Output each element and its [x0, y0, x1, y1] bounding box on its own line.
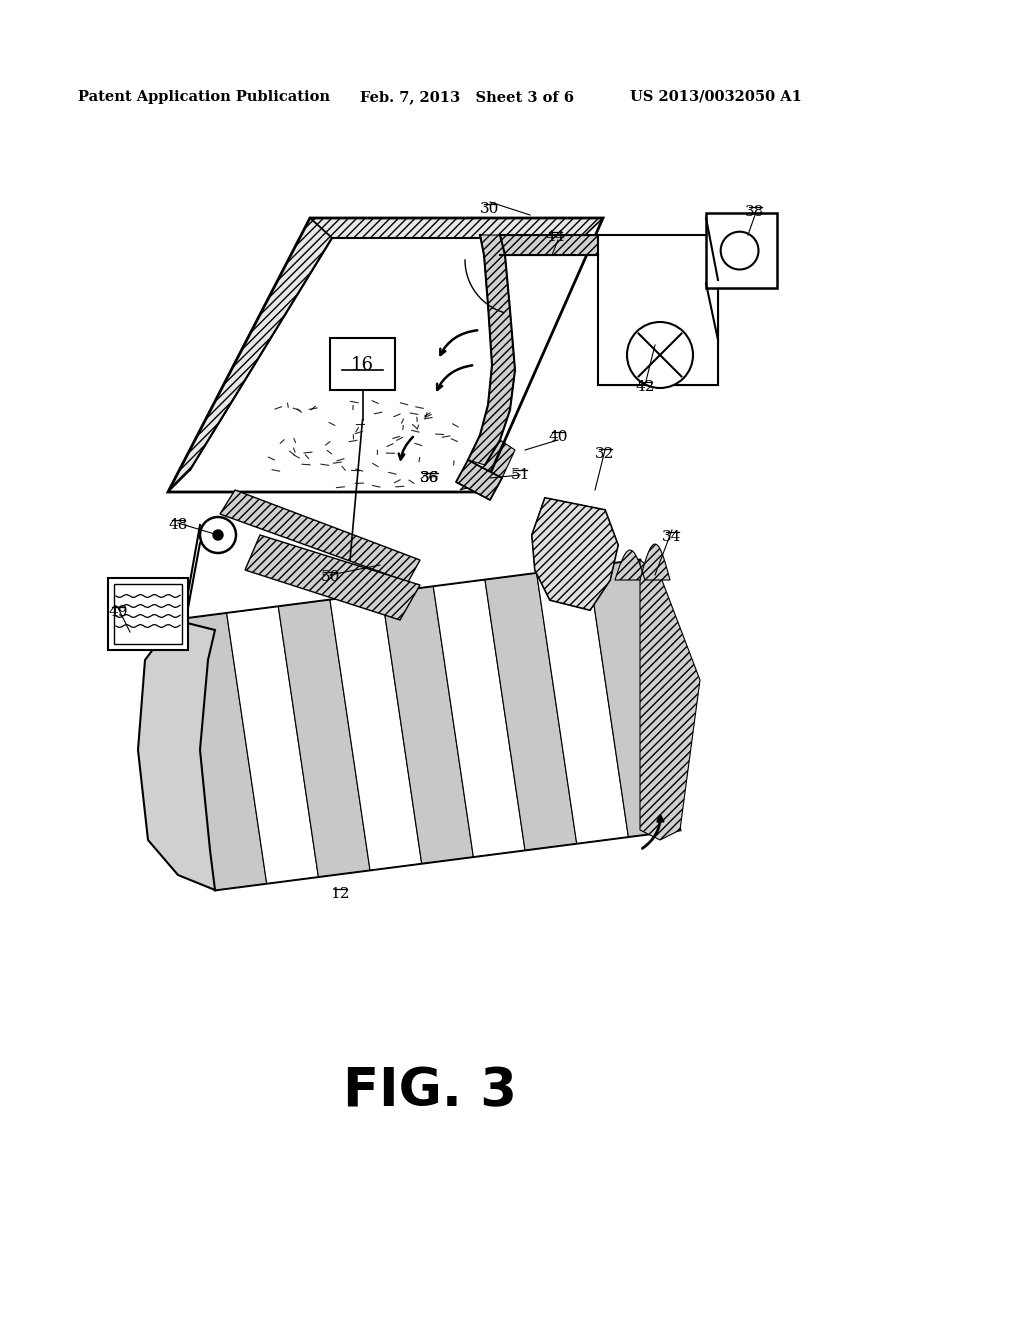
Polygon shape [615, 544, 670, 579]
Polygon shape [456, 459, 502, 500]
Polygon shape [175, 614, 266, 890]
Text: Patent Application Publication: Patent Application Publication [78, 90, 330, 104]
Polygon shape [279, 601, 370, 876]
Polygon shape [485, 573, 577, 850]
Polygon shape [382, 586, 473, 863]
Text: 44: 44 [545, 230, 565, 244]
Text: 38: 38 [745, 205, 765, 219]
Polygon shape [468, 235, 515, 465]
Polygon shape [598, 235, 718, 385]
Polygon shape [168, 218, 332, 492]
Polygon shape [175, 560, 680, 890]
Polygon shape [460, 440, 515, 490]
Circle shape [627, 322, 693, 388]
Polygon shape [598, 235, 718, 246]
Polygon shape [330, 593, 422, 870]
Polygon shape [310, 218, 603, 238]
Polygon shape [598, 246, 608, 375]
Text: 16: 16 [351, 356, 374, 374]
Polygon shape [433, 579, 525, 857]
Polygon shape [245, 535, 420, 620]
Polygon shape [598, 375, 718, 385]
Text: 40: 40 [548, 430, 567, 444]
Text: 34: 34 [663, 531, 682, 544]
Text: 50: 50 [321, 570, 340, 583]
Polygon shape [226, 607, 318, 883]
Text: 36: 36 [420, 471, 439, 484]
Circle shape [213, 531, 223, 540]
Text: US 2013/0032050 A1: US 2013/0032050 A1 [630, 90, 802, 104]
Polygon shape [532, 498, 618, 610]
Polygon shape [190, 238, 582, 470]
Polygon shape [330, 338, 395, 389]
Polygon shape [589, 560, 680, 837]
Circle shape [200, 517, 236, 553]
Text: 48: 48 [168, 517, 187, 532]
Polygon shape [138, 620, 215, 890]
Polygon shape [640, 560, 700, 840]
Text: 36: 36 [420, 471, 439, 484]
Polygon shape [114, 583, 182, 644]
Text: 30: 30 [480, 202, 500, 216]
Text: 32: 32 [595, 447, 614, 461]
Text: 51: 51 [510, 469, 529, 482]
Text: 49: 49 [109, 605, 128, 619]
Text: 42: 42 [635, 380, 654, 393]
Circle shape [721, 232, 759, 269]
Polygon shape [500, 235, 598, 255]
Text: FIG. 3: FIG. 3 [343, 1065, 517, 1117]
Polygon shape [220, 490, 420, 582]
Polygon shape [706, 213, 777, 288]
Text: 12: 12 [331, 887, 350, 902]
Polygon shape [532, 498, 618, 610]
Text: Feb. 7, 2013   Sheet 3 of 6: Feb. 7, 2013 Sheet 3 of 6 [360, 90, 574, 104]
Polygon shape [708, 246, 718, 375]
Polygon shape [108, 578, 188, 649]
Polygon shape [537, 566, 629, 843]
